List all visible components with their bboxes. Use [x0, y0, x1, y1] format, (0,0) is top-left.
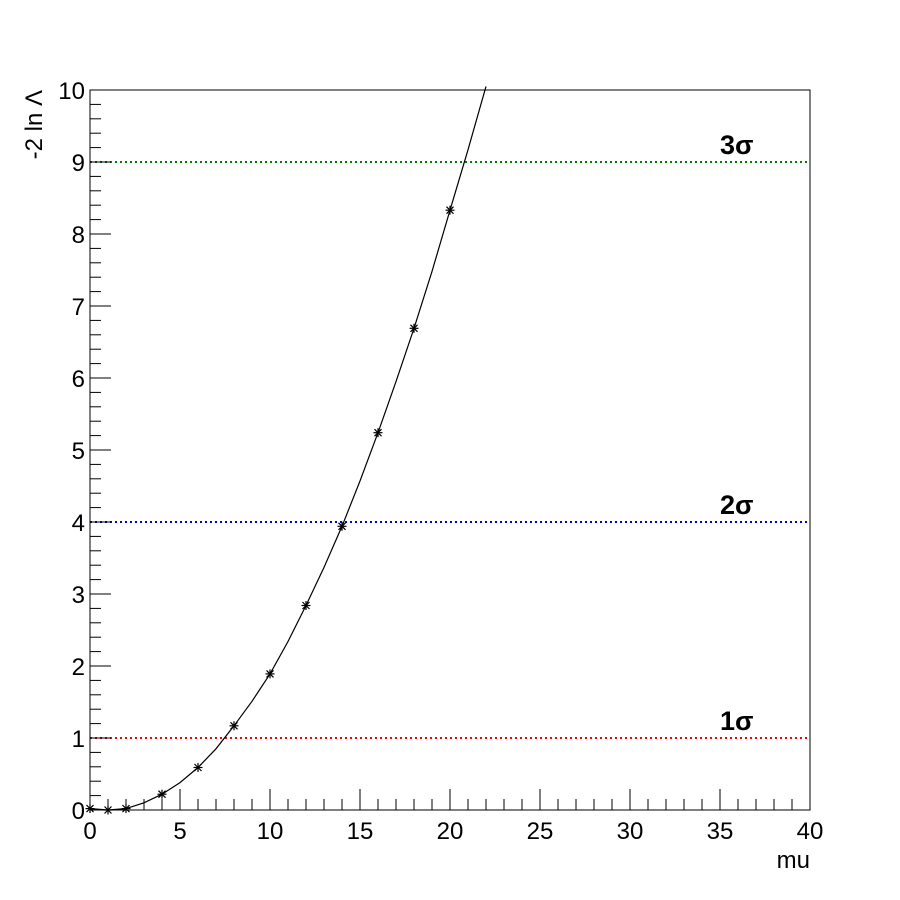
- y-tick-label-7: 7: [72, 294, 85, 321]
- data-point-4: [157, 789, 167, 799]
- y-tick-label-4: 4: [72, 510, 85, 537]
- x-tick-label-0: 0: [83, 818, 96, 845]
- x-tick-label-20: 20: [437, 818, 464, 845]
- y-tick-label-0: 0: [72, 798, 85, 825]
- x-tick-label-35: 35: [707, 818, 734, 845]
- x-axis-title: mu: [777, 847, 810, 874]
- tick-labels: 0 5 10 15 20 25 30 35 40 0 1 2 3 4 5 6 7 8 9 10: [58, 78, 823, 845]
- x-tick-label-15: 15: [347, 818, 374, 845]
- data-point-12: [445, 205, 455, 215]
- axis-ticks: [89, 89, 811, 811]
- data-point-10: [373, 428, 383, 438]
- data-point-5: [193, 763, 203, 772]
- curve-line: [89, 86, 487, 811]
- data-point-stroke: [230, 721, 238, 730]
- data-point-stroke: [410, 324, 418, 333]
- y-tick-label-5: 5: [72, 438, 85, 465]
- data-point-stroke: [302, 601, 310, 610]
- y-tick-label-9: 9: [72, 150, 85, 177]
- data-point-stroke: [194, 763, 202, 772]
- data-point-9: [337, 521, 347, 531]
- data-point-stroke: [338, 522, 346, 531]
- y-tick-label-10: 10: [58, 78, 85, 105]
- x-tick-label-30: 30: [617, 818, 644, 845]
- x-tick-label-25: 25: [527, 818, 554, 845]
- data-point-stroke: [158, 790, 166, 799]
- reference-lines: [90, 161, 810, 739]
- sigma-label-2: 2σ: [720, 490, 754, 520]
- data-point-stroke: [446, 206, 454, 215]
- sigma-label-3: 3σ: [720, 130, 754, 160]
- data-point-8: [301, 601, 311, 610]
- y-axis-title: -2 ln Λ: [21, 90, 48, 159]
- x-tick-label-40: 40: [797, 818, 824, 845]
- y-tick-label-3: 3: [72, 582, 85, 609]
- data-point-6: [229, 721, 239, 731]
- y-tick-label-1: 1: [72, 726, 85, 753]
- sigma-labels: 1σ 2σ 3σ: [720, 130, 754, 736]
- y-tick-label-8: 8: [72, 222, 85, 249]
- data-point-stroke: [266, 669, 274, 678]
- sigma-label-1: 1σ: [720, 706, 754, 736]
- data-point-7: [265, 669, 275, 679]
- data-point-11: [409, 323, 419, 333]
- data-point-stroke: [374, 428, 382, 437]
- marker-layer: [85, 205, 455, 815]
- x-tick-label-5: 5: [173, 818, 186, 845]
- x-tick-label-10: 10: [257, 818, 284, 845]
- plot-frame: [89, 89, 811, 811]
- y-tick-label-2: 2: [72, 654, 85, 681]
- curve-layer: [89, 86, 487, 811]
- y-tick-label-6: 6: [72, 366, 85, 393]
